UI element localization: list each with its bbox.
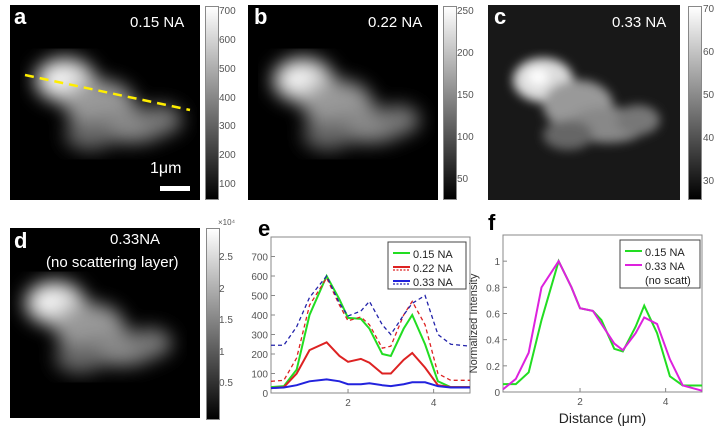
- y-axis-label: Normalized Intensity: [468, 273, 480, 373]
- colorbar-tick: 100: [457, 132, 474, 143]
- colorbar-tick: 0.5: [219, 378, 233, 389]
- colorbar-tick: 200: [457, 48, 474, 59]
- x-tick-label: 4: [663, 397, 669, 408]
- colorbar-exponent: ×10⁴: [218, 218, 236, 227]
- colorbar-tick: 150: [457, 90, 474, 101]
- panel-label: e: [258, 216, 271, 241]
- image-panel-d: [10, 228, 200, 418]
- image-panel-c: [488, 5, 680, 200]
- panel-label: d: [14, 228, 28, 253]
- y-tick-label: 0.4: [486, 336, 500, 347]
- panel-label: b: [254, 4, 268, 29]
- colorbar: [206, 228, 220, 420]
- series-line: [503, 258, 702, 387]
- na-label: 0.15 NA: [130, 14, 185, 31]
- x-tick-label: 2: [577, 397, 583, 408]
- note-label: (no scattering layer): [46, 254, 179, 271]
- colorbar-tick: 30: [703, 176, 715, 187]
- series-line: [271, 274, 471, 347]
- na-label: 0.22 NA: [368, 14, 423, 31]
- colorbar-tick: 700: [219, 6, 236, 17]
- colorbar-tick: 1.5: [219, 315, 233, 326]
- colorbar-tick: 70: [703, 4, 715, 15]
- y-tick-label: 200: [251, 350, 268, 361]
- x-tick-label: 2: [345, 398, 351, 409]
- colorbar-tick: 2.5: [219, 252, 233, 263]
- y-tick-label: 400: [251, 311, 268, 322]
- series-line: [270, 378, 470, 390]
- colorbar-tick: 400: [219, 92, 236, 104]
- legend-label: 0.33 NA: [413, 277, 453, 289]
- colorbar-tick: 600: [219, 34, 236, 46]
- profile-line: [24, 73, 191, 112]
- image-panel-a: [10, 5, 200, 200]
- legend-label: (no scatt): [645, 275, 691, 287]
- legend-label: 0.22 NA: [413, 263, 453, 275]
- y-tick-label: 600: [251, 272, 268, 283]
- series-line: [502, 259, 703, 392]
- colorbar-tick: 100: [219, 179, 236, 190]
- colorbar-tick: 2: [219, 283, 225, 295]
- scale-bar-label: 1μm: [150, 160, 182, 177]
- y-tick-label: 300: [251, 331, 268, 342]
- legend-label: 0.15 NA: [645, 247, 685, 259]
- y-tick-label: 1: [494, 257, 500, 268]
- colorbar-tick: 50: [703, 90, 715, 101]
- y-tick-label: 0.2: [486, 362, 500, 373]
- y-tick-label: 500: [251, 292, 268, 303]
- colorbar-tick: 300: [219, 121, 236, 133]
- na-label: 0.33NA: [110, 231, 161, 248]
- panel-label: a: [14, 4, 27, 29]
- series-line: [270, 276, 470, 382]
- colorbar: [205, 6, 219, 200]
- colorbar-tick: 500: [219, 63, 236, 75]
- legend-label: 0.15 NA: [413, 249, 453, 261]
- colorbar-tick: 200: [219, 150, 236, 162]
- colorbar-tick: 40: [703, 133, 715, 144]
- colorbar-tick: 60: [703, 47, 715, 58]
- x-tick-label: 4: [431, 398, 437, 409]
- legend-label: 0.33 NA: [645, 261, 685, 273]
- colorbar-tick: 50: [457, 174, 469, 185]
- y-tick-label: 700: [251, 253, 268, 264]
- colorbar-tick: 250: [457, 6, 474, 17]
- colorbar: [443, 6, 457, 200]
- scale-bar: [160, 186, 190, 191]
- x-axis-label: Distance (μm): [559, 410, 646, 426]
- series-line: [270, 341, 470, 390]
- colorbar-tick: 1: [219, 346, 225, 358]
- colorbar: [688, 6, 702, 200]
- series-line: [270, 273, 470, 389]
- panel-label: c: [494, 4, 507, 29]
- panel-label: f: [488, 210, 496, 235]
- y-tick-label: 0.8: [486, 283, 500, 294]
- y-tick-label: 0: [262, 389, 268, 400]
- image-panel-b: [248, 5, 438, 200]
- na-label: 0.33 NA: [612, 14, 667, 31]
- y-tick-label: 0: [494, 388, 500, 399]
- y-tick-label: 0.6: [486, 310, 500, 321]
- y-tick-label: 100: [251, 370, 268, 381]
